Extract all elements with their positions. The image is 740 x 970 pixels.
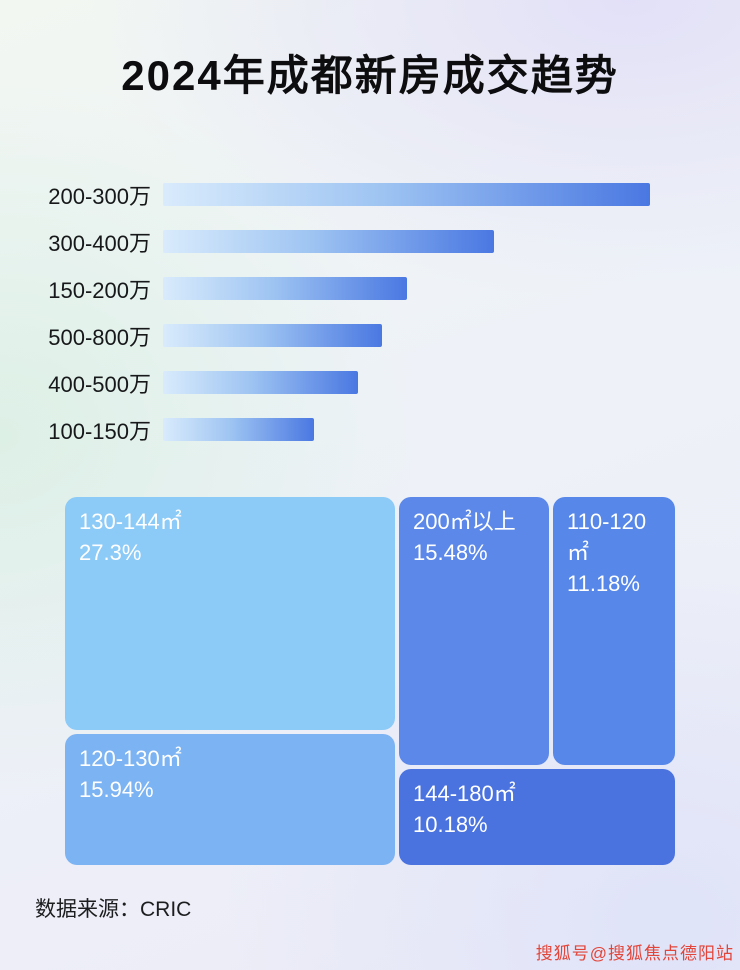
treemap-block-200-plus: 200㎡以上 15.48%	[399, 497, 549, 765]
price-range-bar-chart: 200-300万 300-400万 150-200万 500-800万 400-…	[0, 183, 740, 444]
treemap-block-label: 130-144㎡	[79, 509, 182, 534]
bar-category-label: 500-800万	[48, 324, 151, 350]
treemap-block-value: 15.94%	[79, 776, 154, 802]
data-source-label: 数据来源：CRIC	[35, 898, 192, 921]
bar-track	[163, 371, 650, 394]
bar-track	[163, 324, 650, 347]
treemap-block-value: 15.48%	[413, 539, 488, 565]
bar-row: 100-150万	[0, 418, 740, 444]
page-title: 2024年成都新房成交趋势	[121, 52, 619, 99]
watermark-text: 搜狐号@搜狐焦点德阳站	[535, 944, 734, 963]
treemap-block-144-180: 144-180㎡ 10.18%	[399, 769, 675, 865]
treemap-block-value: 10.18%	[413, 811, 488, 837]
treemap-block-label: 120-130㎡	[79, 746, 182, 771]
bar-row: 150-200万	[0, 277, 740, 303]
treemap-block-label: 110-120㎡	[567, 509, 647, 565]
bar-fill	[163, 230, 495, 253]
treemap-block-120-130: 120-130㎡ 15.94%	[65, 734, 395, 865]
treemap-block-label: 200㎡以上	[413, 509, 516, 534]
bar-fill	[163, 371, 358, 394]
treemap-block-label: 144-180㎡	[413, 781, 516, 806]
bar-fill	[163, 324, 383, 347]
bar-track	[163, 230, 650, 253]
bar-category-label: 100-150万	[48, 418, 151, 444]
treemap-block-110-120: 110-120㎡ 11.18%	[553, 497, 675, 765]
bar-category-label: 300-400万	[48, 230, 151, 256]
bar-row: 200-300万	[0, 183, 740, 209]
bar-row: 400-500万	[0, 371, 740, 397]
bar-fill	[163, 277, 407, 300]
bar-category-label: 150-200万	[48, 277, 151, 303]
bar-fill	[163, 418, 314, 441]
bar-track	[163, 277, 650, 300]
bar-row: 300-400万	[0, 230, 740, 256]
bar-track	[163, 183, 650, 206]
bar-category-label: 400-500万	[48, 371, 151, 397]
treemap-block-value: 27.3%	[79, 539, 142, 565]
treemap-block-130-144: 130-144㎡ 27.3%	[65, 497, 395, 730]
treemap-block-value: 11.18%	[567, 570, 640, 596]
bar-row: 500-800万	[0, 324, 740, 350]
bar-fill	[163, 183, 650, 206]
area-share-treemap: 130-144㎡ 27.3% 200㎡以上 15.48% 110-120㎡ 11…	[65, 497, 675, 865]
bar-track	[163, 418, 650, 441]
bar-category-label: 200-300万	[48, 183, 151, 209]
